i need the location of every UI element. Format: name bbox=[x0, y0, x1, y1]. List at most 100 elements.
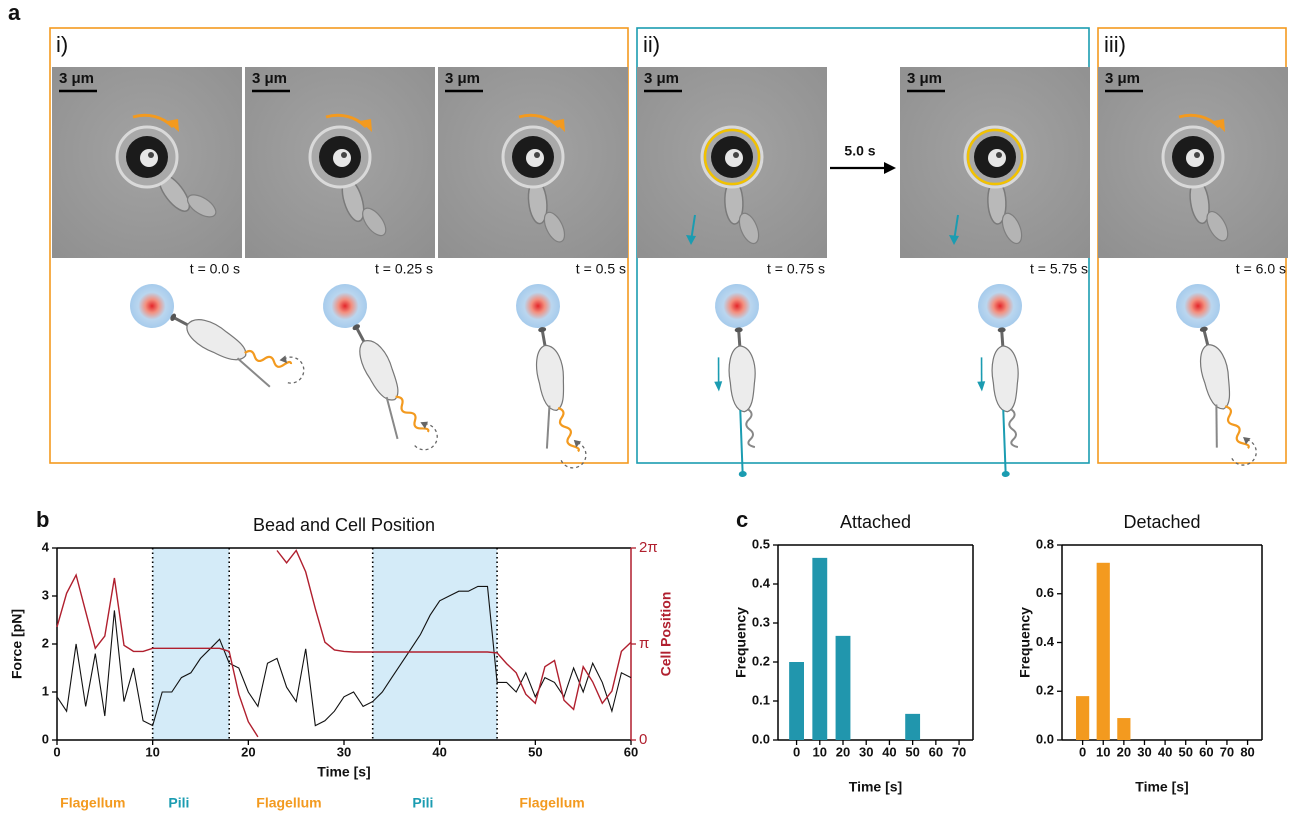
bead bbox=[714, 283, 761, 330]
phase-label: Flagellum bbox=[519, 795, 584, 811]
cell-cartoon bbox=[708, 283, 771, 479]
chart-title: Attached bbox=[840, 512, 911, 532]
y-axis-label: Frequency bbox=[733, 607, 749, 678]
attachment bbox=[998, 327, 1006, 333]
bead-core bbox=[526, 149, 544, 167]
figure: a i)3 μmt = 0.0 s3 μmt = 0.25 s3 μmt = 0… bbox=[0, 0, 1293, 815]
y-tick-label: 0.4 bbox=[1036, 634, 1055, 649]
y-tick-label: 0.2 bbox=[1036, 683, 1054, 698]
cell-cartoon bbox=[315, 276, 442, 462]
x-tick-label: 30 bbox=[859, 744, 873, 759]
phase-label: Flagellum bbox=[60, 795, 125, 811]
bar bbox=[1076, 696, 1089, 740]
y-tick-label: 0.2 bbox=[752, 653, 770, 668]
interval-label: 5.0 s bbox=[844, 143, 875, 159]
x-axis-label: Time [s] bbox=[317, 764, 370, 780]
bar bbox=[836, 636, 851, 740]
bead-core bbox=[333, 149, 351, 167]
bead bbox=[122, 276, 182, 336]
time-label: t = 0.5 s bbox=[576, 261, 626, 277]
y-tick-label: 1 bbox=[42, 683, 49, 698]
y-tick-label: 0.0 bbox=[752, 731, 770, 746]
bar bbox=[1117, 718, 1130, 740]
x-tick-label: 40 bbox=[432, 744, 446, 759]
bead-spot bbox=[996, 152, 1002, 158]
pilus bbox=[1207, 404, 1227, 447]
bead-core bbox=[988, 149, 1006, 167]
group-label: ii) bbox=[643, 32, 660, 57]
y-tick-label: 0.1 bbox=[752, 692, 770, 707]
cell-cartoon bbox=[971, 283, 1034, 479]
rotation-hint bbox=[276, 354, 309, 388]
phase-shade bbox=[373, 548, 497, 740]
x-tick-label: 0 bbox=[793, 744, 800, 759]
x-tick-label: 50 bbox=[1178, 744, 1192, 759]
x-tick-label: 80 bbox=[1240, 744, 1254, 759]
x-tick-label: 60 bbox=[929, 744, 943, 759]
panel-label: a bbox=[8, 0, 21, 25]
x-tick-label: 20 bbox=[836, 744, 850, 759]
arrow-head bbox=[884, 162, 896, 174]
x-tick-label: 30 bbox=[1137, 744, 1151, 759]
group-label: iii) bbox=[1104, 32, 1126, 57]
micrograph: 3 μm bbox=[637, 67, 827, 258]
series-line bbox=[57, 551, 631, 737]
bar bbox=[789, 662, 804, 740]
y-tick-label: 0.3 bbox=[752, 614, 770, 629]
time-label: t = 0.75 s bbox=[767, 261, 825, 277]
y2-tick-label: 0 bbox=[639, 731, 647, 748]
phase-label: Pili bbox=[412, 795, 433, 811]
bead-core bbox=[140, 149, 158, 167]
y-tick-label: 0.0 bbox=[1036, 731, 1054, 746]
x-tick-label: 0 bbox=[53, 744, 60, 759]
pilus-tip bbox=[1002, 471, 1010, 478]
scale-label: 3 μm bbox=[644, 70, 679, 87]
y-tick-label: 0.5 bbox=[752, 536, 770, 551]
y-tick-label: 2 bbox=[42, 635, 49, 650]
bead-spot bbox=[148, 152, 154, 158]
scale-label: 3 μm bbox=[1105, 70, 1140, 87]
scale-label: 3 μm bbox=[445, 70, 480, 87]
y-tick-label: 3 bbox=[42, 587, 49, 602]
y-axis-label: Frequency bbox=[1017, 607, 1033, 678]
cell-cartoon bbox=[1171, 279, 1259, 472]
x-axis-label: Time [s] bbox=[849, 779, 902, 795]
chart-title: Detached bbox=[1123, 512, 1200, 532]
cell-body bbox=[533, 343, 570, 413]
x-tick-label: 50 bbox=[905, 744, 919, 759]
pilus bbox=[233, 358, 275, 387]
bead bbox=[977, 283, 1024, 330]
x-tick-label: 70 bbox=[952, 744, 966, 759]
series-line bbox=[57, 586, 631, 725]
time-label: t = 6.0 s bbox=[1236, 261, 1286, 277]
y2-tick-label: π bbox=[639, 635, 649, 652]
bead bbox=[513, 281, 564, 332]
bead-spot bbox=[341, 152, 347, 158]
cell-body bbox=[990, 345, 1021, 413]
bar bbox=[1097, 563, 1110, 740]
bead bbox=[315, 276, 375, 336]
flagellum bbox=[1225, 403, 1250, 451]
x-tick-label: 60 bbox=[624, 744, 638, 759]
phase-label: Flagellum bbox=[256, 795, 321, 811]
attachment bbox=[735, 327, 743, 333]
scale-label: 3 μm bbox=[59, 70, 94, 87]
x-tick-label: 10 bbox=[1096, 744, 1110, 759]
flagellum bbox=[745, 409, 755, 447]
y2-axis-label: Cell Position bbox=[658, 592, 674, 677]
time-label: t = 0.0 s bbox=[190, 261, 240, 277]
arrow-head bbox=[714, 381, 723, 392]
y-tick-label: 0.6 bbox=[1036, 585, 1054, 600]
bead-core bbox=[1186, 149, 1204, 167]
micrograph: 3 μm bbox=[245, 67, 435, 258]
y-tick-label: 0 bbox=[42, 731, 49, 746]
arrow-head bbox=[977, 381, 986, 392]
cell-body bbox=[1196, 342, 1237, 412]
y-axis-label: Force [pN] bbox=[9, 609, 25, 679]
flagellum bbox=[395, 391, 429, 438]
x-tick-label: 10 bbox=[145, 744, 159, 759]
bar bbox=[905, 714, 920, 740]
cell-body bbox=[181, 313, 251, 367]
group-label: i) bbox=[56, 32, 68, 57]
bead-core bbox=[725, 149, 743, 167]
